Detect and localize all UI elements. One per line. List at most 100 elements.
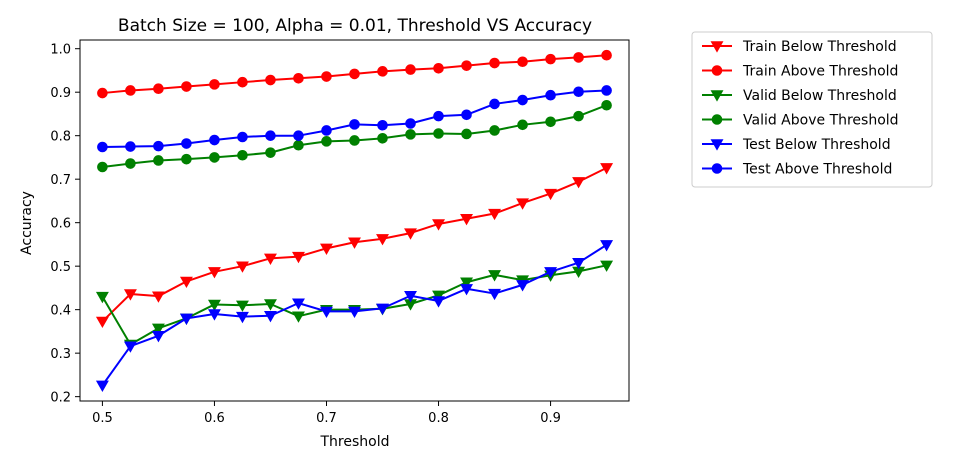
legend-swatch-marker [710, 139, 724, 151]
data-point [349, 68, 360, 80]
x-tick-label: 0.8 [428, 411, 449, 426]
data-point [181, 138, 192, 149]
data-point [125, 85, 136, 96]
legend: Train Below Threshold Train Above Thresho… [691, 31, 933, 188]
data-point [153, 83, 164, 95]
data-point [544, 267, 558, 279]
data-point [572, 257, 586, 270]
data-point [432, 219, 445, 231]
data-point [545, 116, 556, 128]
data-point [349, 119, 360, 130]
data-point [95, 316, 109, 329]
data-point [321, 71, 332, 82]
data-point [95, 380, 109, 392]
data-point [488, 270, 502, 282]
legend-entry: Test Above Threshold [702, 162, 892, 178]
legend-box [691, 31, 933, 188]
series-4 [95, 240, 614, 392]
data-point [489, 98, 500, 110]
y-tick-label: 0.8 [50, 130, 71, 145]
data-point [433, 62, 444, 74]
y-tick-label: 0.2 [50, 391, 71, 406]
data-point [209, 152, 220, 163]
data-point [460, 277, 474, 289]
data-point [572, 177, 586, 189]
data-point [460, 214, 474, 226]
data-point [405, 64, 416, 75]
axes: 0.5 0.6 0.7 0.8 0.9 0.2 0.3 0.4 0.5 0.6 0.7 0.8 0.9 1… [50, 39, 630, 426]
data-point [264, 299, 277, 311]
data-point [517, 94, 528, 106]
data-point [517, 56, 528, 68]
data-point [235, 300, 249, 312]
data-point [516, 280, 530, 292]
y-axis-label: Accuracy [19, 191, 35, 255]
data-point [601, 49, 612, 61]
y-tick-label: 0.4 [50, 304, 71, 319]
series-3 [97, 99, 612, 173]
legend-label: Train Below Threshold [742, 39, 897, 55]
data-point [292, 298, 305, 310]
data-point [181, 153, 192, 165]
data-point [321, 136, 332, 147]
series-line [101, 264, 607, 346]
data-point [516, 198, 530, 210]
data-point [209, 79, 220, 90]
data-point [377, 119, 388, 131]
data-point [264, 253, 277, 265]
series-1 [97, 49, 612, 99]
data-point [97, 141, 108, 153]
legend-label: Test Below Threshold [742, 137, 891, 153]
legend-swatch-marker [711, 163, 723, 174]
data-point [179, 313, 193, 325]
data-point [405, 129, 416, 140]
data-point [265, 130, 276, 141]
data-point [545, 53, 556, 65]
data-point [292, 311, 305, 323]
data-point [207, 299, 221, 312]
legend-swatch-marker [710, 90, 724, 102]
data-point [461, 60, 472, 71]
data-point [320, 306, 333, 319]
series-5 [97, 85, 612, 153]
data-point [151, 291, 165, 303]
data-point [348, 306, 361, 319]
data-point [461, 128, 472, 140]
data-point [265, 147, 276, 158]
data-point [209, 134, 220, 146]
legend-label: Valid Above Threshold [743, 113, 899, 129]
data-point [237, 131, 248, 143]
legend-swatch-marker [710, 41, 724, 53]
data-point [460, 284, 474, 296]
data-point [489, 125, 500, 136]
data-point [489, 57, 500, 69]
data-point [600, 240, 614, 252]
data-point [151, 331, 165, 343]
data-point [573, 52, 584, 63]
x-tick-label: 0.7 [316, 411, 337, 426]
data-point [264, 311, 277, 323]
data-point [376, 234, 389, 246]
data-point [600, 260, 614, 272]
data-point [207, 309, 221, 321]
data-point [573, 86, 584, 98]
data-point [293, 139, 304, 151]
data-point [321, 125, 332, 136]
data-point [433, 110, 444, 122]
legend-entry: Valid Above Threshold [702, 113, 899, 129]
series-2 [95, 260, 614, 352]
data-point [125, 158, 136, 169]
x-tick-label: 0.5 [92, 411, 113, 426]
data-point [545, 89, 556, 101]
data-point [573, 110, 584, 122]
data-point [601, 99, 612, 111]
data-point [377, 132, 388, 144]
data-point [123, 289, 137, 301]
legend-entry: Test Below Threshold [702, 137, 891, 153]
data-point [293, 72, 304, 84]
y-tick-label: 1.0 [50, 43, 71, 58]
data-point [432, 296, 445, 308]
x-axis-label: Threshold [320, 434, 390, 450]
data-point [97, 87, 108, 99]
